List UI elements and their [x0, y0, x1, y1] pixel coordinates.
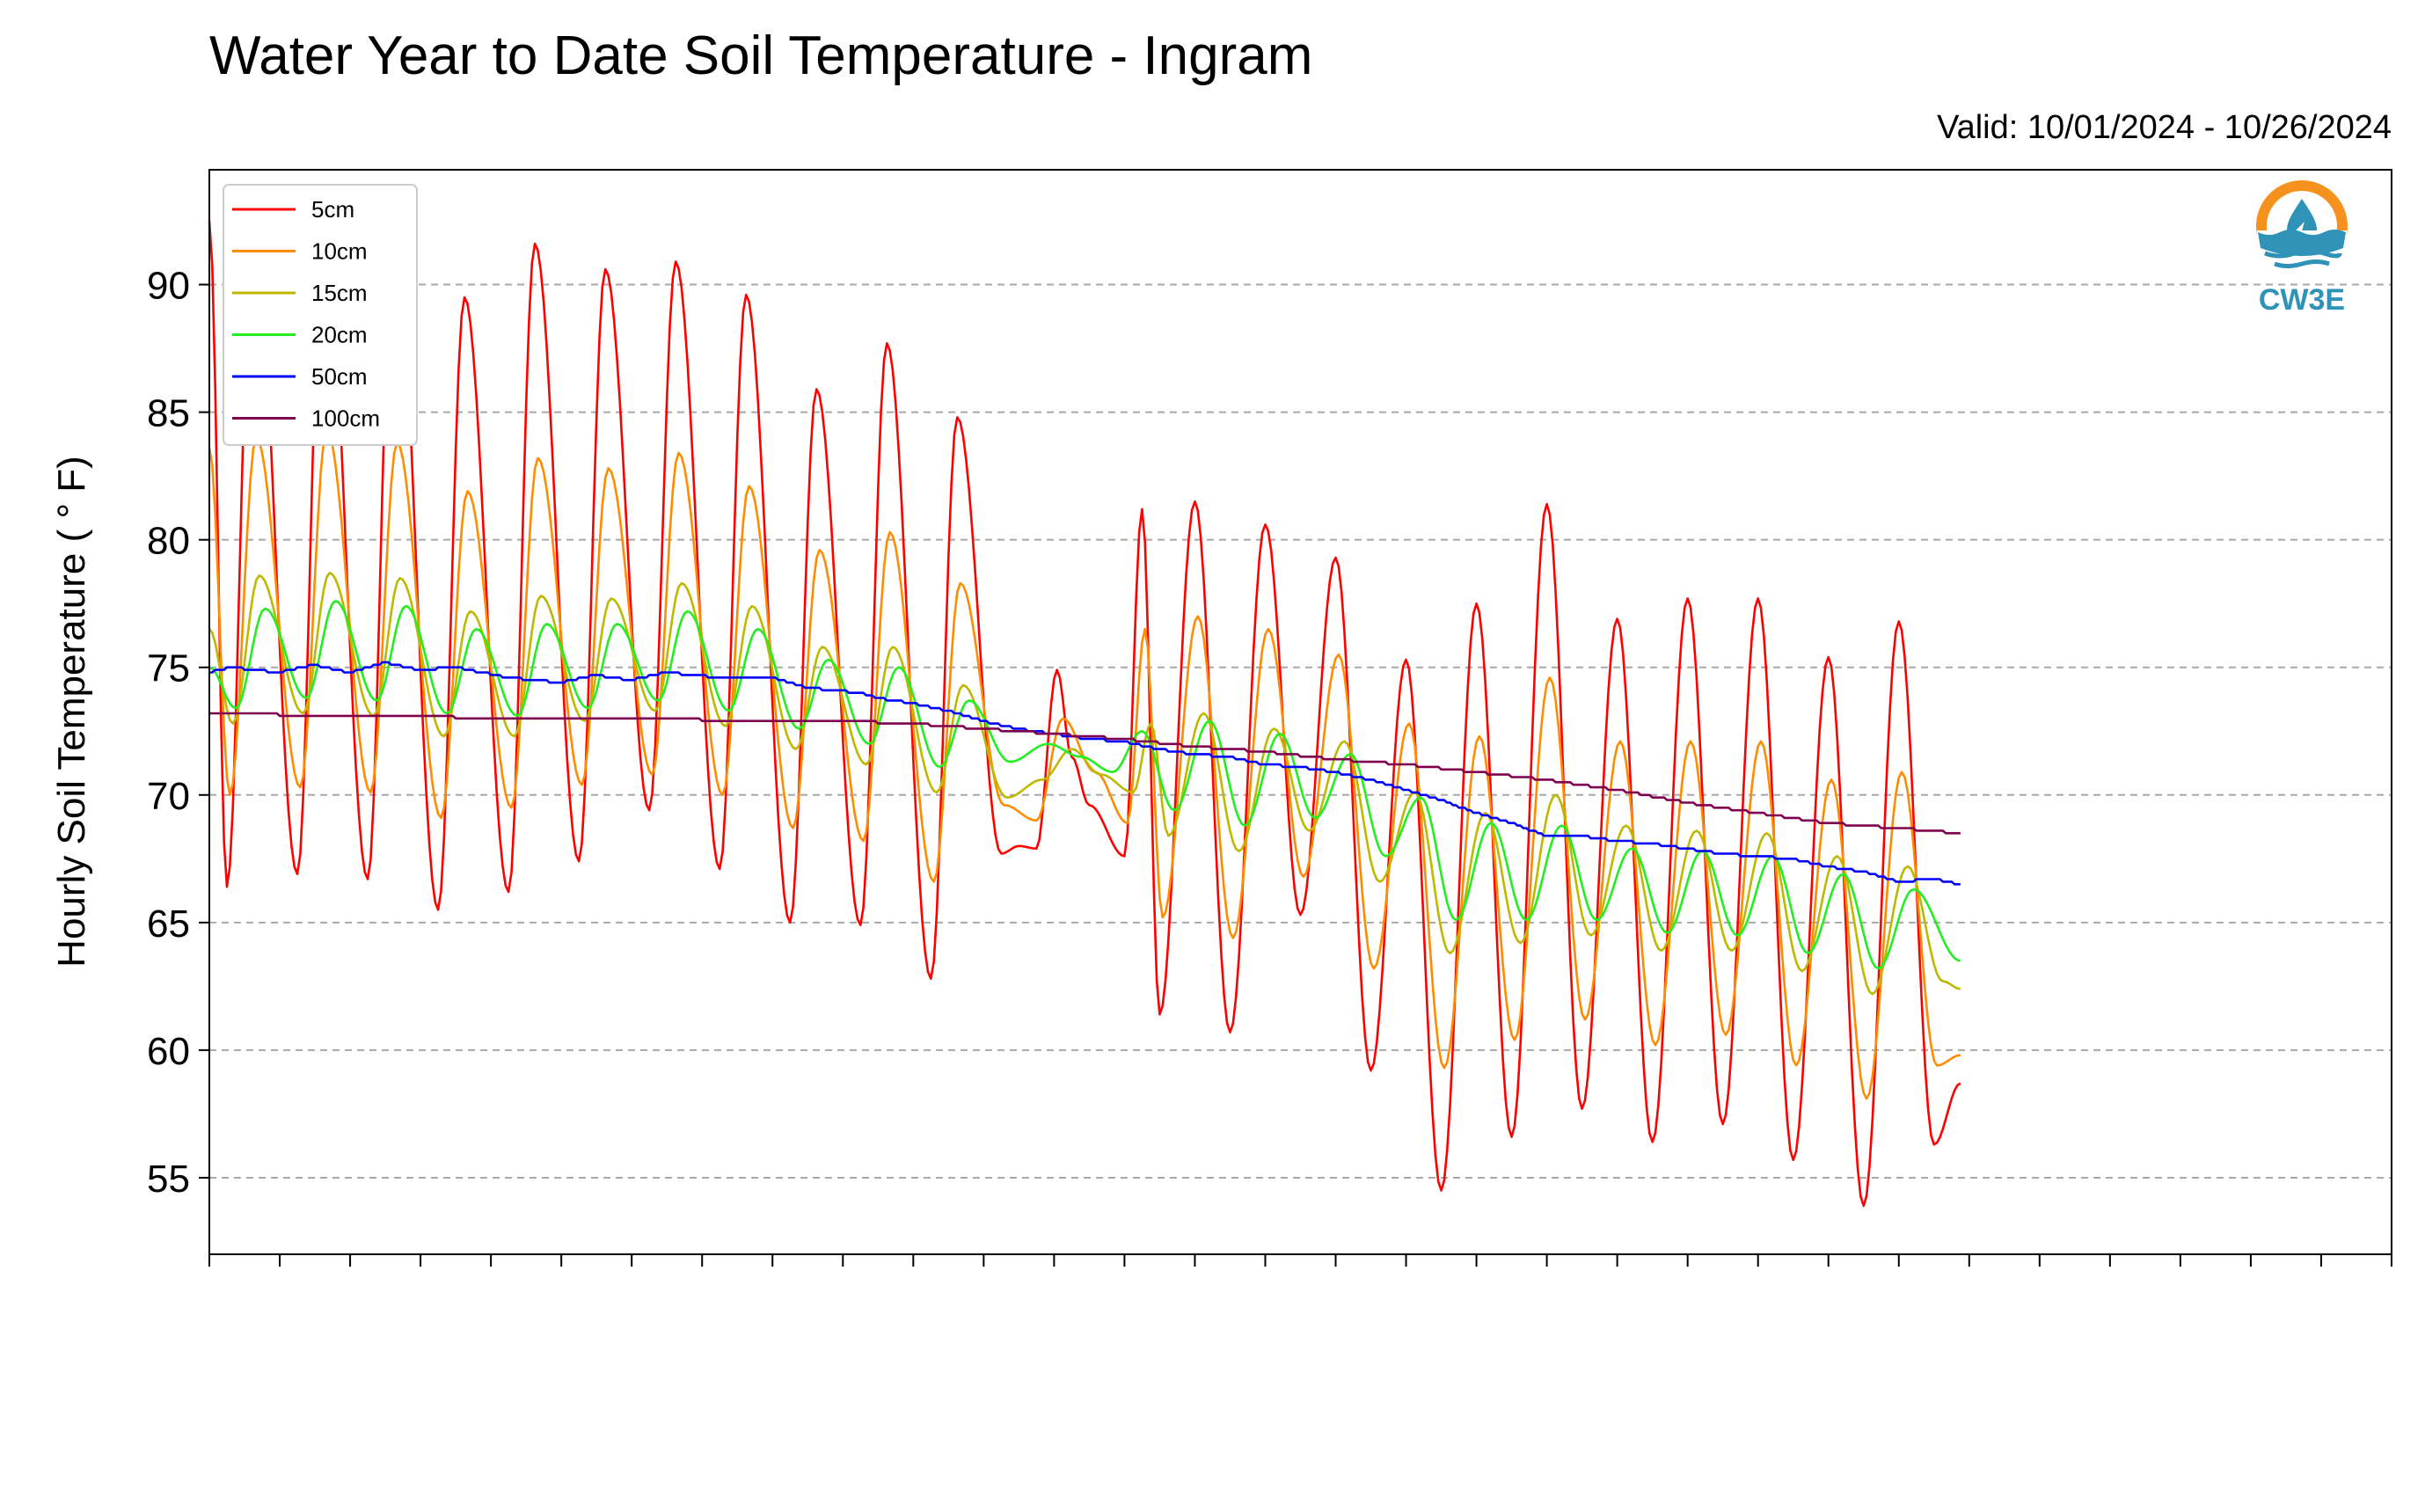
y-axis-label: Hourly Soil Temperature ( ° F)	[50, 456, 93, 968]
series-line-10cm	[208, 428, 1961, 1100]
valid-date-range: Valid: 10/01/2024 - 10/26/2024	[1937, 109, 2392, 146]
series-line-5cm	[208, 212, 1961, 1208]
axes: 5560657075808590Oct-012024Oct-152024Nov-…	[147, 265, 2392, 1267]
y-tick-label: 80	[147, 520, 190, 563]
plot-area-frame	[208, 169, 2392, 1255]
legend-label: 15cm	[311, 280, 368, 306]
logo-text: CW3E	[2259, 283, 2345, 317]
cw3e-water-drop-logo-icon	[2256, 180, 2348, 273]
gridlines	[209, 283, 2392, 1179]
series-line-20cm	[208, 600, 1961, 970]
y-tick-label: 60	[147, 1030, 190, 1073]
legend-label: 10cm	[311, 238, 368, 265]
y-tick-label: 65	[147, 902, 190, 946]
series-line-15cm	[208, 572, 1961, 996]
legend-label: 100cm	[311, 405, 380, 432]
chart-title: Water Year to Date Soil Temperature - In…	[209, 26, 1313, 86]
y-tick-label: 90	[147, 265, 190, 308]
series-line-50cm	[209, 661, 1961, 886]
y-tick-label: 85	[147, 392, 190, 435]
y-tick-label: 70	[147, 775, 190, 818]
series-lines	[208, 212, 1961, 1208]
cw3e-logo: CW3E	[2256, 180, 2348, 317]
series-line-100cm	[209, 712, 1961, 835]
y-tick-label: 75	[147, 647, 190, 690]
legend-label: 50cm	[311, 363, 368, 390]
y-tick-label: 55	[147, 1158, 190, 1201]
legend: 5cm 10cm 15cm 20cm 50cm 100cm	[223, 184, 418, 446]
legend-label: 5cm	[311, 196, 354, 223]
legend-label: 20cm	[311, 322, 368, 348]
